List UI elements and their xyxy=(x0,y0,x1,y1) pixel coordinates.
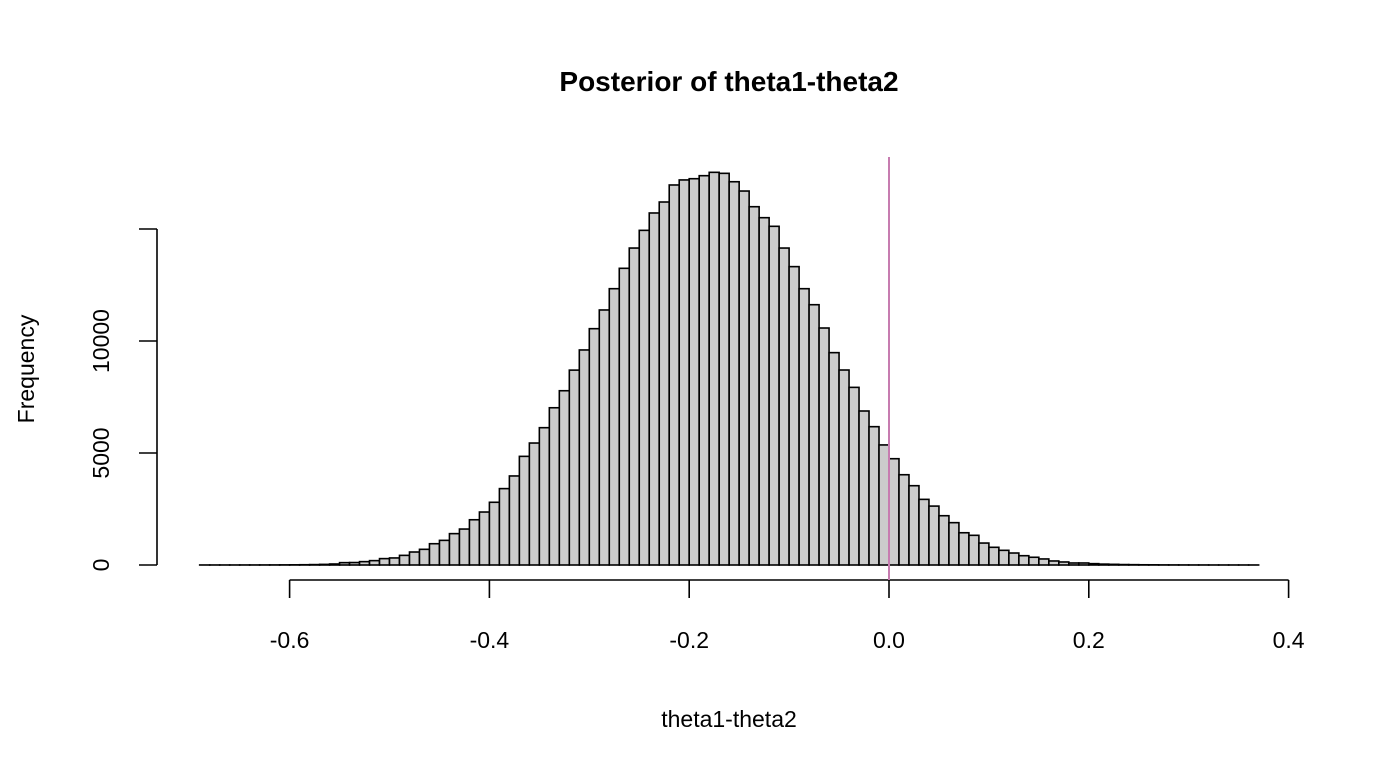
y-axis-title: Frequency xyxy=(13,314,39,423)
histogram-bar xyxy=(978,542,990,566)
x-tick-label: -0.2 xyxy=(669,627,709,653)
histogram-bar xyxy=(328,563,341,566)
histogram-bar xyxy=(848,386,860,566)
histogram-bar xyxy=(668,184,681,566)
histogram-bar xyxy=(678,179,691,566)
histogram-bar xyxy=(488,501,501,566)
histogram-bar xyxy=(838,369,850,566)
histogram-bar xyxy=(538,426,551,566)
histogram-bar xyxy=(448,532,461,566)
histogram-bar xyxy=(468,518,481,566)
histogram-bar xyxy=(478,511,491,566)
histogram-bar xyxy=(588,327,601,566)
histogram-bar xyxy=(1078,562,1090,566)
x-tick-label: 0.2 xyxy=(1073,627,1105,653)
histogram-bar xyxy=(908,484,920,566)
histogram-bar xyxy=(938,514,950,566)
histogram-bar xyxy=(1018,554,1030,566)
histogram-bar xyxy=(808,303,820,566)
x-axis: -0.6 -0.4 -0.2 0.0 0.2 0.4 xyxy=(270,579,1305,653)
histogram-bar xyxy=(928,505,940,566)
histogram-bar xyxy=(858,410,870,566)
histogram-bar xyxy=(778,247,790,566)
histogram-bar xyxy=(618,267,631,566)
histogram-bar xyxy=(548,406,561,566)
histogram-bar xyxy=(998,549,1010,566)
y-axis: 0 5000 10000 xyxy=(88,228,158,572)
histogram-bar xyxy=(318,563,331,566)
histogram-bar xyxy=(918,498,930,566)
histogram-bar xyxy=(648,212,661,566)
histogram-bar xyxy=(558,389,571,566)
histogram-bar xyxy=(628,247,641,566)
y-tick-label: 5000 xyxy=(88,427,114,478)
histogram-bar xyxy=(758,216,770,566)
histogram-bar xyxy=(958,531,970,566)
histogram-bar xyxy=(1028,556,1040,566)
histogram-bar xyxy=(948,521,960,566)
histogram-bar xyxy=(818,327,830,566)
histogram-bar xyxy=(798,287,810,566)
histogram-bar xyxy=(1088,562,1100,566)
histogram-bar xyxy=(428,542,441,566)
histogram-bar xyxy=(358,560,371,566)
histogram-bar xyxy=(1048,560,1060,566)
histogram-bar xyxy=(398,554,411,566)
histogram-bar xyxy=(658,201,671,566)
y-tick-label: 10000 xyxy=(88,309,114,373)
histogram-bar xyxy=(718,172,730,566)
histogram-bar xyxy=(748,205,760,566)
x-axis-title: theta1-theta2 xyxy=(661,706,797,732)
x-tick-label: 0.0 xyxy=(873,627,905,653)
histogram-bar xyxy=(608,287,621,566)
histogram-bar xyxy=(338,561,351,566)
histogram-bar xyxy=(598,309,611,566)
histogram-bar xyxy=(638,229,651,566)
x-tick-label: -0.4 xyxy=(470,627,510,653)
histogram-bar xyxy=(408,551,421,566)
histogram-bar xyxy=(438,539,451,566)
histogram-bar xyxy=(698,174,710,566)
histogram-bar xyxy=(1008,552,1020,566)
histogram-bar xyxy=(1038,558,1050,566)
histogram-bar xyxy=(738,190,750,566)
histogram-bar xyxy=(968,534,980,566)
histogram-bar xyxy=(828,351,840,566)
histogram-bar xyxy=(728,180,740,566)
histogram-bar xyxy=(498,487,511,566)
histogram-bar xyxy=(888,457,900,566)
histogram-bar xyxy=(518,455,531,566)
histogram-bar xyxy=(528,442,541,566)
chart-title: Posterior of theta1-theta2 xyxy=(559,66,898,97)
histogram-bar xyxy=(418,548,431,566)
x-tick-label: 0.4 xyxy=(1273,627,1305,653)
histogram-bar xyxy=(988,546,1000,566)
histogram-bar xyxy=(368,559,381,566)
histogram-bar xyxy=(378,557,391,566)
histogram-bar xyxy=(688,177,700,566)
histogram-bar xyxy=(868,425,880,566)
histogram-bar xyxy=(1107,563,1120,566)
histogram-bar xyxy=(1068,562,1080,566)
histogram-bar xyxy=(458,528,471,566)
histogram-bar xyxy=(578,349,591,566)
histogram-bar xyxy=(768,225,780,566)
histogram-bar xyxy=(1058,561,1070,566)
x-tick-label: -0.6 xyxy=(270,627,310,653)
histogram-bar xyxy=(878,444,890,566)
histogram-bar xyxy=(898,473,910,566)
bars-group xyxy=(198,171,1260,566)
histogram-bar xyxy=(788,265,800,566)
histogram-bar xyxy=(388,557,401,566)
histogram-bar xyxy=(708,171,720,566)
histogram-bar xyxy=(568,369,581,566)
y-tick-label: 0 xyxy=(88,559,114,572)
histogram-bar xyxy=(348,561,361,566)
histogram-bar xyxy=(1097,563,1110,566)
histogram-bar xyxy=(508,475,521,566)
